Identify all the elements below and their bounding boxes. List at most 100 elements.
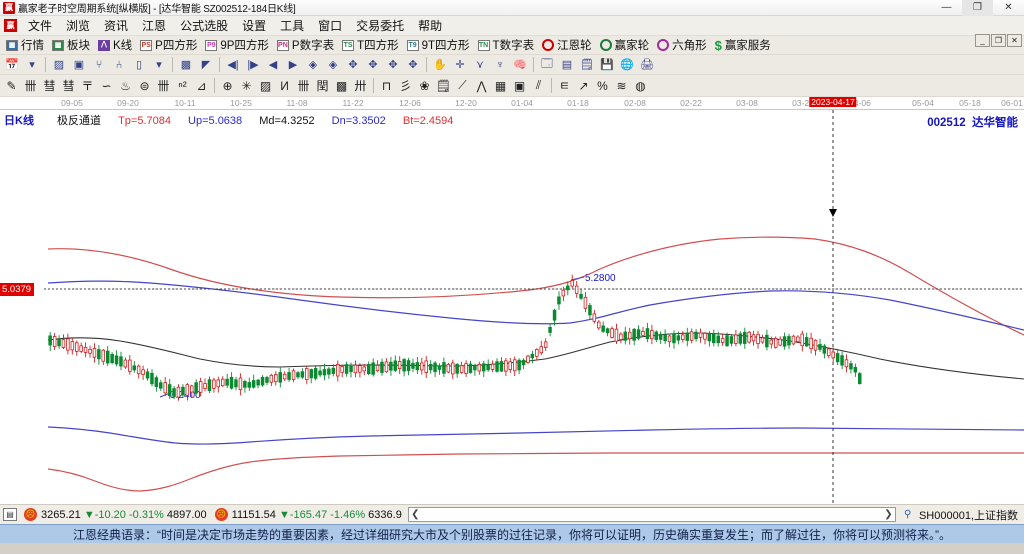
mdi-minimize-button[interactable]: _ — [975, 34, 990, 47]
diamond6-icon[interactable]: ✥ — [408, 59, 418, 71]
save-icon[interactable]: 💾 — [600, 59, 614, 71]
comb-icon[interactable]: 卌 — [24, 79, 37, 93]
blocks-grid-icon[interactable]: ▩ — [335, 78, 348, 93]
menu-item-tools[interactable]: 工具 — [280, 19, 305, 33]
toolbar-button-9t-square[interactable]: T9 9T四方形 — [403, 37, 474, 53]
trend-line-icon[interactable]: ⟋ — [458, 78, 467, 92]
chart-multi2-icon[interactable]: ⑂ — [95, 58, 103, 71]
flag-chart-icon[interactable]: ◤ — [201, 59, 211, 71]
calendar-icon[interactable]: 📅 — [5, 59, 19, 71]
dropdown-arrow2-icon[interactable]: ▾ — [156, 59, 162, 71]
maximize-button[interactable]: ❐ — [962, 0, 993, 16]
diamond4-icon[interactable]: ✥ — [368, 59, 378, 71]
grid-view-icon[interactable]: ▤ — [3, 508, 17, 521]
speed-line-icon[interactable]: ♨ — [120, 78, 131, 93]
angle-icon[interactable]: ⊿ — [196, 78, 207, 93]
square-net-icon[interactable]: ▨ — [259, 78, 272, 93]
rays-icon[interactable]: 彡 — [399, 79, 412, 93]
circle-cross-icon[interactable]: ⊜ — [139, 78, 150, 93]
diamond5-icon[interactable]: ✥ — [388, 59, 398, 71]
chart-area[interactable]: 09-05 09-20 10-11 10-25 11-08 11-22 12-06 12-20… — [0, 97, 1024, 504]
gann-fan1-icon[interactable]: 彗 — [43, 79, 56, 93]
clipboard-icon[interactable]: ▣ — [73, 59, 85, 71]
diamond3-icon[interactable]: ✥ — [348, 59, 358, 71]
red-comb2-icon[interactable]: 閏 — [316, 79, 329, 93]
diamond2-icon[interactable]: ◈ — [328, 59, 338, 71]
toolbar-button-p-number-table[interactable]: PN P数字表 — [273, 37, 338, 53]
red-comb1-icon[interactable]: 卌 — [297, 79, 310, 93]
target-circle-icon[interactable]: ⊕ — [222, 78, 233, 93]
double-comb-icon[interactable]: 卅 — [354, 79, 367, 93]
italic-n-icon[interactable]: И — [280, 78, 289, 93]
table-icon[interactable]: ▤ — [561, 59, 573, 71]
menu-item-settings[interactable]: 设置 — [242, 19, 267, 33]
hand-icon[interactable]: ✋ — [433, 59, 447, 71]
toolbar-button-gann-wheel[interactable]: 江恩轮 — [538, 37, 596, 53]
toolbar-button-quotes[interactable]: ▦ 行情 — [2, 37, 48, 53]
refresh-net-icon[interactable]: 🌐 — [620, 59, 634, 71]
ticker-scroll-strip[interactable]: ❮ ❯ — [407, 507, 896, 522]
report-icon[interactable]: 🗒 — [580, 59, 594, 71]
menu-item-trade-order[interactable]: 交易委托 — [356, 19, 405, 33]
toolbar-button-winner-service[interactable]: $ 赢家服务 — [711, 37, 775, 53]
toolbar-button-kline[interactable]: ⋀ K线 — [94, 37, 136, 53]
index-quote-2[interactable]: 11151.54 ▼-165.47 -1.46% 6336.9 — [232, 509, 402, 521]
brain-icon[interactable]: 🧠 — [513, 59, 527, 71]
bars-icon[interactable]: ㅌ — [558, 79, 571, 93]
close-button[interactable]: ✕ — [1004, 2, 1013, 13]
candle-icon[interactable]: ▯ — [135, 59, 143, 71]
menu-item-browse[interactable]: 浏览 — [66, 19, 91, 33]
fibonacci-icon[interactable]: 〒 — [81, 79, 94, 93]
toolbar-button-sectors[interactable]: ▩ 板块 — [48, 37, 94, 53]
print-icon[interactable]: 🖨 — [640, 59, 654, 71]
prev-icon[interactable]: ◀ — [268, 59, 278, 71]
toolbar-button-9p-square[interactable]: P9 9P四方形 — [201, 37, 273, 53]
toolbar-button-t-square[interactable]: TS T四方形 — [338, 37, 403, 53]
pointer-pen-icon[interactable]: ✎ — [6, 78, 17, 93]
window-red-icon[interactable]: 🗔 — [541, 58, 553, 70]
percent-icon[interactable]: % — [597, 78, 608, 93]
globe-green-icon[interactable]: ◍ — [635, 78, 646, 93]
diamond1-icon[interactable]: ◈ — [308, 59, 318, 71]
layers-icon[interactable]: ≋ — [616, 78, 627, 93]
overlay-icon[interactable]: ▩ — [180, 59, 192, 71]
next-icon[interactable]: ▶ — [288, 59, 298, 71]
toolbar-button-p-square[interactable]: PS P四方形 — [136, 37, 201, 53]
crosshair-net-icon[interactable]: ▨ — [53, 59, 65, 71]
last-page-icon[interactable]: |▶ — [247, 59, 259, 71]
wave-icon[interactable]: ⋀ — [476, 78, 487, 93]
toolbar-button-hexagon[interactable]: 六角形 — [653, 37, 711, 53]
menu-item-formula-stock-pick[interactable]: 公式选股 — [180, 19, 229, 33]
first-page-icon[interactable]: ◀| — [227, 59, 239, 71]
scroll-right-icon[interactable]: ❯ — [884, 509, 893, 520]
index-quote-1[interactable]: 3265.21 ▼-10.20 -0.31% 4897.00 — [41, 509, 207, 521]
plus-crosshair-icon[interactable]: ✛ — [455, 59, 465, 71]
gann-fan2-icon[interactable]: 彗 — [62, 79, 75, 93]
pct-line-icon[interactable]: ↗ — [578, 78, 589, 93]
scroll-left-icon[interactable]: ❮ — [411, 509, 420, 520]
window-split-icon[interactable]: ⊓ — [381, 78, 392, 93]
mesh-icon[interactable]: ▦ — [494, 78, 507, 93]
mdi-close-button[interactable]: ✕ — [1007, 34, 1022, 47]
power-n2-icon[interactable]: ⁿ² — [178, 78, 187, 93]
menu-item-gann[interactable]: 江恩 — [142, 19, 167, 33]
menu-item-window[interactable]: 窗口 — [318, 19, 343, 33]
toolbar-button-winner-wheel[interactable]: 赢家轮 — [596, 37, 654, 53]
zigzag-icon[interactable]: ⋎ — [475, 59, 485, 71]
note-icon[interactable]: 🗒 — [435, 78, 452, 93]
frame-icon[interactable]: ▣ — [513, 78, 526, 93]
spiral-icon[interactable]: ∽ — [101, 78, 112, 93]
menu-item-help[interactable]: 帮助 — [418, 19, 443, 33]
grid-lines-icon[interactable]: 卌 — [157, 79, 170, 93]
lasso-icon[interactable]: ♆ — [495, 58, 505, 71]
minimize-button[interactable]: — — [941, 2, 952, 13]
menu-item-news[interactable]: 资讯 — [104, 19, 129, 33]
rose-icon[interactable]: ❀ — [419, 78, 430, 93]
chart-multi3-icon[interactable]: ⑃ — [115, 58, 123, 71]
mdi-restore-button[interactable]: ❐ — [991, 34, 1006, 47]
snowflake-icon[interactable]: ✳ — [241, 78, 252, 93]
dropdown-arrow-icon[interactable]: ▾ — [29, 59, 35, 71]
menu-item-file[interactable]: 文件 — [28, 19, 53, 33]
slash-lines-icon[interactable]: ⫽ — [535, 78, 542, 92]
toolbar-button-t-number-table[interactable]: TN T数字表 — [474, 37, 539, 53]
